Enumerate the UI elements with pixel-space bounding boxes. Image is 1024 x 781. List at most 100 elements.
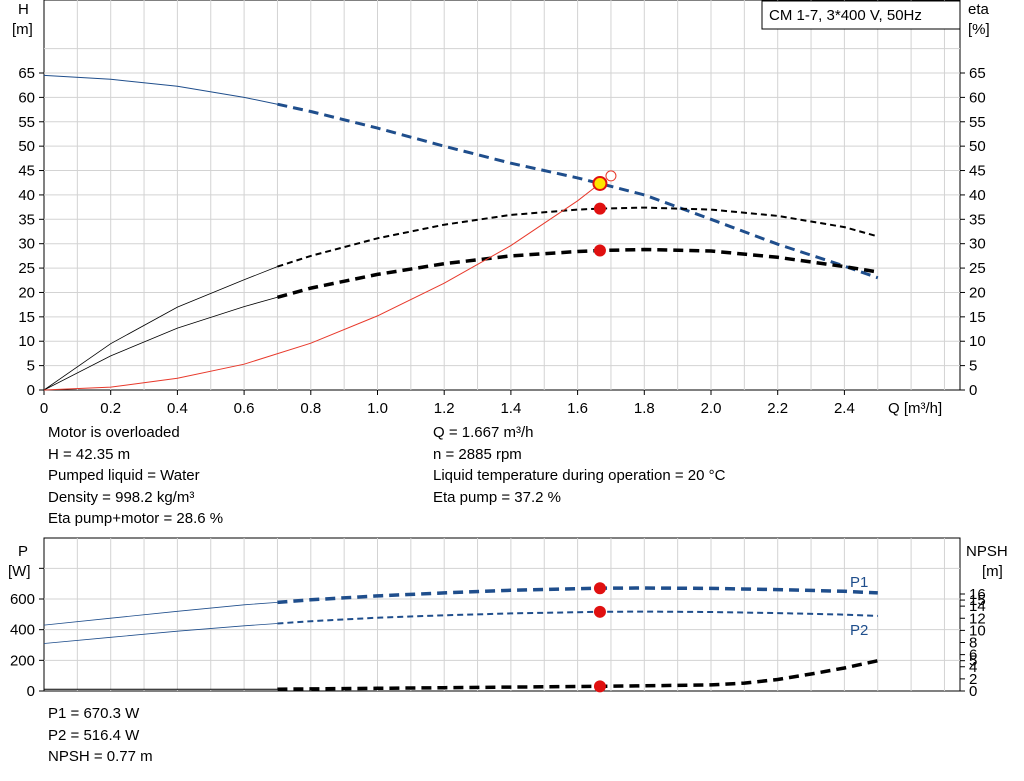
p-tick-label: 400 [10,622,35,639]
y-tick-label: 60 [18,89,35,106]
info-bottom: P1 = 670.3 W P2 = 516.4 W NPSH = 0.77 m [48,703,153,768]
npsh-value: NPSH = 0.77 m [48,748,153,765]
npsh-tick-label: 0 [969,683,977,700]
y2-tick-label: 15 [969,309,986,326]
p-tick-label: 200 [10,652,35,669]
y-tick-label: 45 [18,163,35,180]
legend-box [761,0,961,30]
y2-tick-label: 0 [969,382,977,399]
y-tick-label: 65 [18,65,35,82]
p-tick-label: 600 [10,591,35,608]
x-tick-label: 2.0 [701,400,722,417]
x-tick-label: 0 [40,400,48,417]
p2-series-label: P2 [850,622,868,639]
npsh-tick-label: 4 [969,659,977,676]
npsh-curve-dashed [277,658,879,691]
eta-pump-motor-value: Eta pump+motor = 28.6 % [48,510,224,527]
eta_pump_motor-curve-solid [43,296,278,391]
y-tick-label: 15 [18,309,35,326]
npsh-tick-label: 5 [969,653,977,670]
x-tick-label: 0.6 [234,400,255,417]
p-axis-unit: [W] [8,563,31,580]
operating-point [593,244,606,257]
x-tick-label: 2.2 [767,400,788,417]
x-tick-label: 1.0 [367,400,388,417]
npsh-tick-label: 14 [969,598,986,615]
density-value: Density = 998.2 kg/m³ [48,488,195,506]
head-curve-solid [43,74,278,105]
y-tick-label: 0 [27,382,35,399]
y2-tick-label: 30 [969,236,986,253]
npsh-tick-label: 8 [969,635,977,652]
y2-tick-label: 20 [969,284,986,301]
p1-curve-dashed [277,586,878,605]
npsh-tick-label: 6 [969,647,977,664]
y2-tick-label: 40 [969,187,986,204]
y-tick-label: 40 [18,187,35,204]
x-tick-label: 0.2 [100,400,121,417]
x-tick-label: 1.4 [500,400,521,417]
p2-value: P2 = 516.4 W [48,726,140,744]
eta_pump_motor-curve-dashed [276,247,879,299]
eta_pump-curve-dashed [277,206,879,268]
x-tick-label: 0.4 [167,400,188,417]
y2-tick-label: 50 [969,138,986,155]
p-tick-label: 0 [27,683,35,700]
flow-value: Q = 1.667 m³/h [433,424,534,441]
npsh-tick-label: 15 [969,592,986,609]
plot-frame-bottom [43,537,961,692]
y-axis-unit-h: [m] [12,21,33,38]
npsh-tick-label: 12 [969,610,986,627]
y2-tick-label: 25 [969,260,986,277]
info-top-right: Q = 1.667 m³/h n = 2885 rpm Liquid tempe… [433,422,725,508]
y-tick-label: 20 [18,284,35,301]
motor-status-text: Motor is overloaded [48,424,180,441]
operating-point [593,202,606,215]
y2-tick-label: 65 [969,65,986,82]
legend-box-text: CM 1-7, 3*400 V, 50Hz [769,7,922,24]
y-tick-label: 50 [18,138,35,155]
head-curve-dashed [277,102,879,280]
eta_pump-curve-solid [43,266,278,391]
operating-point [593,605,606,618]
x-tick-label: 0.8 [300,400,321,417]
open-marker [605,170,617,182]
system-curve [43,183,601,391]
x-tick-label: 1.8 [634,400,655,417]
p1-series-label: P1 [850,574,868,591]
operating-point-head [592,175,608,191]
y2-axis-label-eta: eta [968,1,990,18]
y-tick-label: 5 [27,358,35,375]
y-tick-label: 30 [18,236,35,253]
y2-tick-label: 55 [969,114,986,131]
y2-tick-label: 45 [969,163,986,180]
y-tick-label: 25 [18,260,35,277]
p2-curve-solid [43,623,278,644]
liquid-temperature-value: Liquid temperature during operation = 20… [433,467,726,484]
p2-curve-dashed [277,610,878,625]
y2-tick-label: 5 [969,358,977,375]
info-top-left: Motor is overloaded H = 42.35 m Pumped l… [48,422,223,530]
npsh-tick-label: 10 [969,622,986,639]
eta-pump-value: Eta pump = 37.2 % [433,488,561,506]
npsh-axis-unit: [m] [982,563,1003,580]
p1-value: P1 = 670.3 W [48,705,140,722]
y2-axis-unit-eta: [%] [968,21,990,38]
speed-value: n = 2885 rpm [433,445,522,463]
npsh-tick-label: 16 [969,586,986,603]
x-tick-label: 2.4 [834,400,855,417]
y2-tick-label: 35 [969,211,986,228]
y2-tick-label: 60 [969,89,986,106]
x-axis-label: Q [m³/h] [888,400,942,417]
npsh-tick-label: 2 [969,671,977,688]
pumped-liquid-value: Pumped liquid = Water [48,467,200,484]
p-axis-label: P [18,543,28,560]
y2-tick-label: 10 [969,333,986,350]
head-value: H = 42.35 m [48,445,131,463]
npsh-axis-label: NPSH [966,543,1008,560]
y-tick-label: 55 [18,114,35,131]
y-axis-label-h: H [18,1,29,18]
operating-point [593,582,606,595]
x-tick-label: 1.2 [434,400,455,417]
